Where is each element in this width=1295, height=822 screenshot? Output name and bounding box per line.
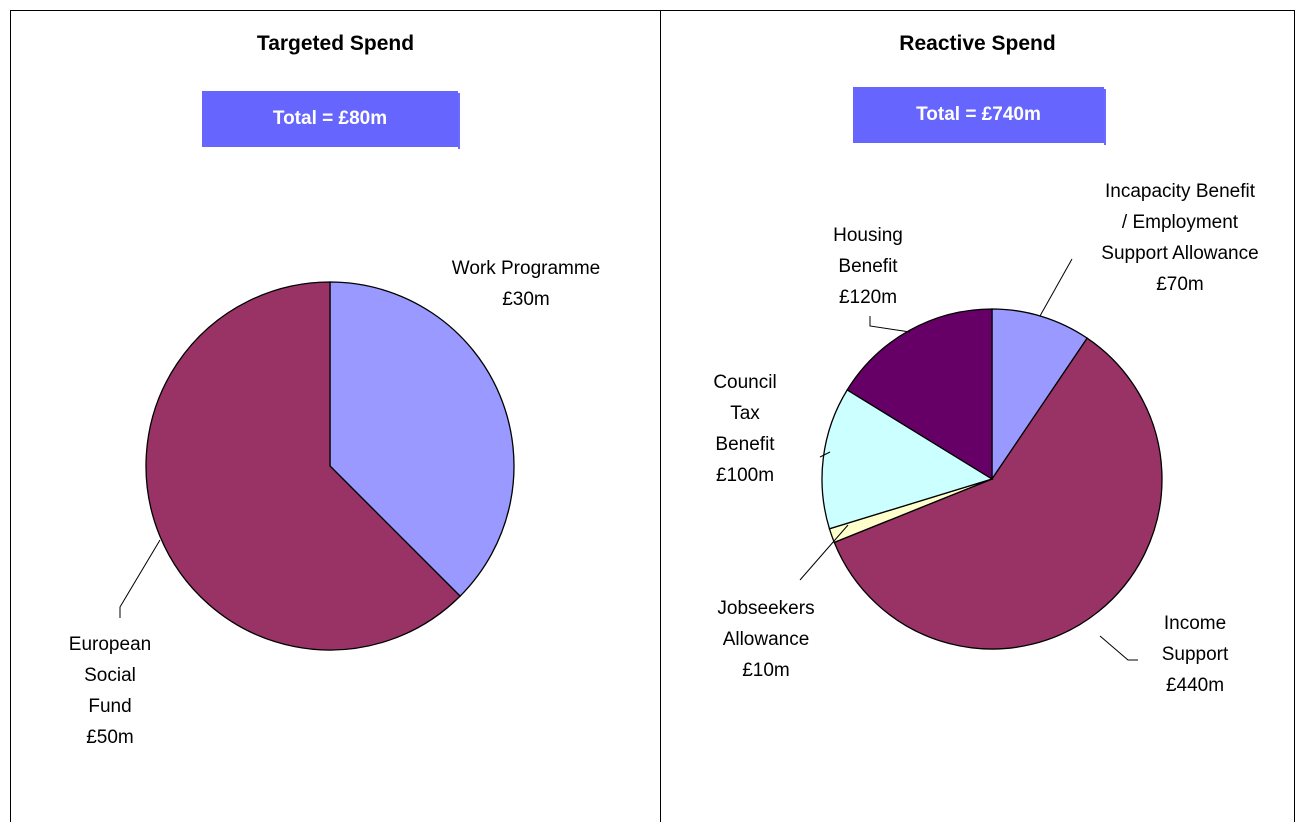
pie-slice-1-4: [846, 308, 993, 481]
reactive-spend-title: Reactive Spend: [899, 32, 1056, 55]
leader-line-1-0: [1039, 258, 1073, 317]
slice-label-0-0: Work Programme £30m: [452, 258, 601, 310]
slice-label-1-2: Jobseekers Allowance £10m: [717, 598, 814, 681]
leader-line-1-1: [1099, 635, 1138, 661]
pie-slice-1-0: [991, 308, 1089, 482]
slice-label-1-4: Housing Benefit £120m: [833, 225, 903, 308]
leader-line-1-3: [819, 451, 831, 458]
leader-line-1-2: [799, 524, 849, 581]
pie-slice-1-3: [821, 388, 994, 530]
pie-slice-0-1: [145, 281, 462, 651]
targeted-total-box: Total = £80m: [202, 91, 460, 149]
pie-slice-1-1: [833, 337, 1163, 650]
leader-line-0-1: [119, 539, 161, 618]
leader-line-1-4: [869, 316, 911, 333]
slice-label-1-3: Council Tax Benefit £100m: [713, 372, 776, 486]
targeted-spend-title: Targeted Spend: [256, 32, 415, 55]
reactive-total-box: Total = £740m: [853, 87, 1106, 145]
pie-slice-0-0: [329, 281, 515, 598]
slice-label-1-0: Incapacity Benefit / Employment Support Al…: [1101, 181, 1258, 295]
slice-label-1-1: Income Support £440m: [1162, 613, 1229, 696]
slice-label-0-1: European Social Fund £50m: [69, 634, 151, 748]
